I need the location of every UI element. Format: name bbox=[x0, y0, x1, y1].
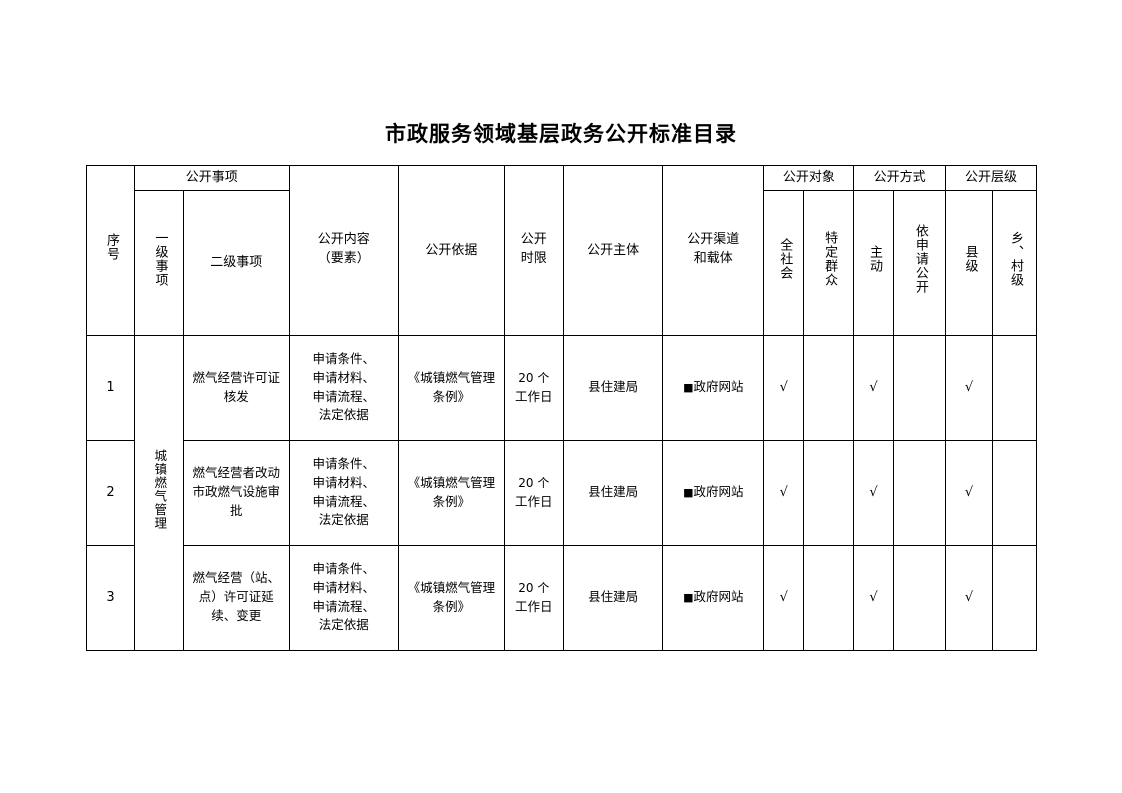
header-seq: 序号 bbox=[85, 165, 136, 336]
header-channel-line2: 和载体 bbox=[693, 251, 733, 267]
cell-seq: 3 bbox=[85, 544, 136, 651]
header-matters-group: 公开事项 bbox=[134, 165, 290, 191]
filled-square-icon: ■ bbox=[683, 381, 694, 395]
table-row: 3 燃气经营（站、点）许可证延续、变更 申请条件、 申请材料、 申请流程、 法定依据 … bbox=[85, 544, 1037, 651]
cell-method-on-request bbox=[892, 439, 947, 546]
cell-level-township bbox=[992, 334, 1037, 441]
cell-time-limit-unit: 工作日 bbox=[515, 388, 553, 404]
cell-basis: 《城镇燃气管理条例》 bbox=[398, 439, 505, 546]
header-channel-line1: 公开渠道 bbox=[687, 232, 740, 248]
cell-time-limit-unit: 工作日 bbox=[515, 598, 553, 614]
header-content-line2: （要素） bbox=[317, 251, 370, 267]
cell-content: 申请条件、 申请材料、 申请流程、 法定依据 bbox=[288, 334, 400, 441]
cell-subject: 县住建局 bbox=[563, 544, 664, 651]
header-method-active: 主动 bbox=[853, 189, 894, 336]
header-content-label: 公开内容 （要素） bbox=[318, 231, 370, 269]
header-level-township-label: 乡、村级 bbox=[1007, 231, 1023, 288]
cell-level-township bbox=[992, 439, 1037, 546]
cell-subject: 县住建局 bbox=[563, 334, 664, 441]
header-time-limit-line1: 公开 bbox=[520, 232, 547, 248]
cell-level2: 燃气经营（站、点）许可证延续、变更 bbox=[183, 544, 290, 651]
header-level2: 二级事项 bbox=[183, 189, 290, 336]
cell-method-active: √ bbox=[853, 439, 894, 546]
cell-level-county: √ bbox=[945, 334, 994, 441]
cell-subject: 县住建局 bbox=[563, 439, 664, 546]
header-level-group: 公开层级 bbox=[945, 165, 1037, 191]
cell-level1-merged: 城镇燃气管理 bbox=[134, 334, 185, 651]
cell-channel: ■政府网站 bbox=[662, 439, 765, 546]
header-seq-label: 序号 bbox=[103, 233, 119, 261]
cell-seq: 2 bbox=[85, 439, 136, 546]
table-header-row-1: 序号 公开事项 公开内容 （要素） 公开依据 公开 时限 公开主体 公开渠道 bbox=[85, 165, 1037, 336]
header-audience-specific-label: 特定群众 bbox=[822, 231, 838, 288]
cell-channel: ■政府网站 bbox=[662, 334, 765, 441]
cell-level-county: √ bbox=[945, 544, 994, 651]
cell-audience-all: √ bbox=[763, 544, 805, 651]
cell-method-active: √ bbox=[853, 544, 894, 651]
cell-audience-specific bbox=[803, 544, 855, 651]
cell-audience-specific bbox=[803, 334, 855, 441]
header-time-limit: 公开 时限 bbox=[503, 165, 565, 336]
cell-time-limit: 20 个 工作日 bbox=[503, 439, 565, 546]
header-content: 公开内容 （要素） bbox=[288, 165, 400, 336]
header-audience-all: 全社会 bbox=[763, 189, 805, 336]
header-level-county-label: 县级 bbox=[962, 245, 978, 274]
cell-channel: ■政府网站 bbox=[662, 544, 765, 651]
cell-basis: 《城镇燃气管理条例》 bbox=[398, 544, 505, 651]
cell-level1-label: 城镇燃气管理 bbox=[152, 449, 168, 531]
cell-content: 申请条件、 申请材料、 申请流程、 法定依据 bbox=[288, 544, 400, 651]
cell-time-limit-unit: 工作日 bbox=[515, 493, 553, 509]
header-level1: 一级事项 bbox=[134, 189, 185, 336]
header-method-on-request: 依申请公开 bbox=[892, 189, 947, 336]
header-basis: 公开依据 bbox=[398, 165, 505, 336]
cell-channel-label: 政府网站 bbox=[693, 589, 744, 605]
cell-level2: 燃气经营许可证核发 bbox=[183, 334, 290, 441]
header-content-line1: 公开内容 bbox=[317, 232, 370, 248]
cell-audience-specific bbox=[803, 439, 855, 546]
header-time-limit-line2: 时限 bbox=[520, 251, 547, 267]
cell-audience-all: √ bbox=[763, 334, 805, 441]
cell-time-limit-number: 20 个 bbox=[518, 475, 550, 490]
header-audience-specific: 特定群众 bbox=[803, 189, 855, 336]
table-row: 2 燃气经营者改动市政燃气设施审批 申请条件、 申请材料、 申请流程、 法定依据 《城… bbox=[85, 439, 1037, 546]
header-level-township: 乡、村级 bbox=[992, 189, 1037, 336]
cell-level2: 燃气经营者改动市政燃气设施审批 bbox=[183, 439, 290, 546]
cell-channel-label: 政府网站 bbox=[693, 484, 744, 500]
cell-audience-all: √ bbox=[763, 439, 805, 546]
header-audience-group: 公开对象 bbox=[763, 165, 855, 191]
header-audience-all-label: 全社会 bbox=[777, 238, 793, 281]
header-method-on-request-label: 依申请公开 bbox=[912, 224, 928, 295]
table-row: 1 城镇燃气管理 燃气经营许可证核发 申请条件、 申请材料、 申请流程、 法定依据 《… bbox=[85, 334, 1037, 651]
cell-time-limit-number: 20 个 bbox=[518, 580, 550, 595]
table-header-row-2: 一级事项 二级事项 全社会 特定群众 主动 依申请公开 县级 乡、村级 bbox=[87, 189, 1037, 336]
cell-level-county: √ bbox=[945, 439, 994, 546]
header-level-county: 县级 bbox=[945, 189, 994, 336]
cell-method-on-request bbox=[892, 544, 947, 651]
filled-square-icon: ■ bbox=[683, 591, 694, 605]
header-method-group: 公开方式 bbox=[853, 165, 947, 191]
cell-content: 申请条件、 申请材料、 申请流程、 法定依据 bbox=[288, 439, 400, 546]
cell-basis: 《城镇燃气管理条例》 bbox=[398, 334, 505, 441]
header-level1-label: 一级事项 bbox=[152, 231, 168, 288]
header-method-active-label: 主动 bbox=[867, 245, 882, 274]
public-affairs-catalog-table: 序号 公开事项 公开内容 （要素） 公开依据 公开 时限 公开主体 公开渠道 bbox=[85, 165, 1037, 651]
cell-seq: 1 bbox=[85, 334, 136, 441]
header-subject: 公开主体 bbox=[563, 165, 664, 336]
cell-level-township bbox=[992, 544, 1037, 651]
cell-method-active: √ bbox=[853, 334, 894, 441]
cell-time-limit: 20 个 工作日 bbox=[503, 334, 565, 441]
filled-square-icon: ■ bbox=[683, 486, 694, 500]
page-title: 市政服务领域基层政务公开标准目录 bbox=[385, 121, 737, 146]
header-channel: 公开渠道 和载体 bbox=[662, 165, 765, 336]
header-channel-label: 公开渠道 和载体 bbox=[687, 231, 739, 269]
cell-channel-label: 政府网站 bbox=[693, 379, 744, 395]
header-time-limit-label: 公开 时限 bbox=[521, 231, 547, 269]
cell-time-limit: 20 个 工作日 bbox=[503, 544, 565, 651]
cell-method-on-request bbox=[892, 334, 947, 441]
cell-time-limit-number: 20 个 bbox=[518, 370, 550, 385]
